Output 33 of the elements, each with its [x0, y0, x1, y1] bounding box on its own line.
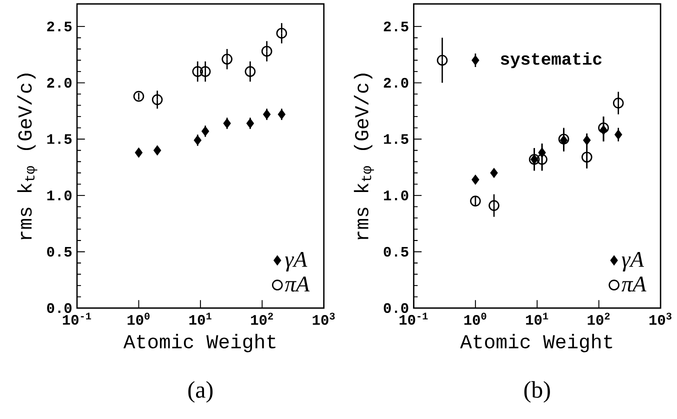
y-tick-label: 0.0	[384, 303, 408, 314]
legend-label: πA	[284, 276, 310, 292]
text: (a)	[188, 381, 213, 403]
x-tick-label: 10$^{2}$	[251, 312, 273, 326]
x-axis-title: Atomic Weight	[123, 334, 276, 352]
x-tick-label: 10$^{1}$	[526, 312, 548, 325]
y-tick-label: 2.0	[384, 78, 408, 88]
y-tick-label: 0.0	[47, 303, 72, 314]
x-tick-label: 10$^{1}$	[189, 312, 212, 325]
x-tick-label: 10$^{3}$	[649, 312, 672, 326]
y-tick-label: 2.0	[47, 78, 72, 88]
x-tick-label: 10$^{-1}$	[400, 312, 428, 325]
x-tick-label: 10$^{0}$	[128, 312, 150, 326]
y-tick-label: 0.5	[384, 247, 408, 257]
x-tick-label: 10$^{3}$	[312, 312, 335, 326]
y-axis-title: rms k$_{tφ}$ (GeV/c)	[354, 74, 374, 240]
x-tick-label: 10$^{2}$	[588, 312, 610, 326]
y-tick-label: 2.5	[47, 22, 72, 32]
y-tick-label: 1.5	[47, 134, 72, 144]
legend-label: γA	[622, 252, 644, 272]
x-tick-label: 10$^{-1}$	[62, 312, 92, 325]
y-tick-label: 1.5	[384, 134, 408, 144]
y-tick-label: 1.0	[47, 190, 72, 201]
y-tick-label: 0.5	[47, 247, 72, 257]
x-tick-label: 10$^{0}$	[464, 312, 486, 326]
legend-label: πA	[622, 276, 646, 292]
text: (b)	[524, 381, 550, 403]
annotation: systematic	[500, 52, 602, 68]
y-tick-label: 1.0	[384, 190, 408, 201]
y-tick-label: 2.5	[384, 22, 408, 32]
y-axis-title: rms k$_{tφ}$ (GeV/c)	[17, 74, 38, 240]
x-axis-title: Atomic Weight	[460, 334, 612, 352]
legend-label: γA	[285, 252, 308, 272]
